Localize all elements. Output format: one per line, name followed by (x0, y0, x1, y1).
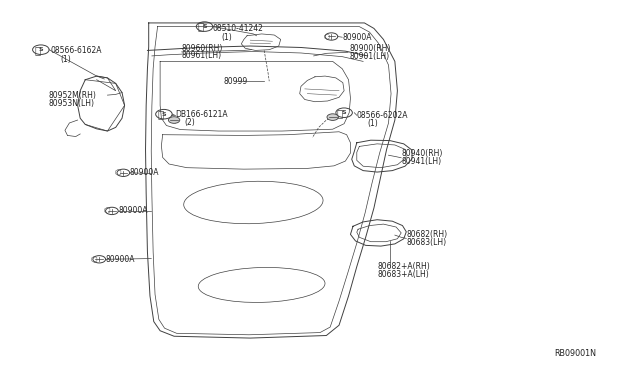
Text: 80682+A(RH): 80682+A(RH) (377, 262, 430, 271)
Text: 80900A: 80900A (342, 33, 372, 42)
Text: 80961(LH): 80961(LH) (182, 51, 222, 60)
Text: ⬡: ⬡ (115, 168, 121, 177)
Circle shape (327, 114, 339, 121)
Text: ⬡: ⬡ (103, 206, 109, 215)
Text: S: S (202, 24, 207, 29)
Text: 80900A: 80900A (118, 206, 148, 215)
Text: S: S (162, 112, 166, 117)
Text: 80901(LH): 80901(LH) (349, 52, 389, 61)
Text: 80900(RH): 80900(RH) (349, 44, 390, 53)
Text: (1): (1) (60, 55, 70, 64)
Text: (2): (2) (184, 118, 195, 128)
Text: 80900A: 80900A (130, 168, 159, 177)
Text: RB09001N: RB09001N (555, 349, 596, 358)
Text: 80960(RH): 80960(RH) (182, 44, 223, 53)
Text: DB166-6121A: DB166-6121A (175, 110, 228, 119)
Text: 08566-6202A: 08566-6202A (356, 111, 408, 120)
Text: ⬡: ⬡ (324, 33, 330, 39)
Text: 80683+A(LH): 80683+A(LH) (377, 270, 429, 279)
Text: 80999: 80999 (223, 77, 248, 86)
Text: ⬡: ⬡ (90, 255, 97, 264)
Text: 08566-6162A: 08566-6162A (51, 46, 102, 55)
Text: (1): (1) (367, 119, 378, 128)
Text: 80683(LH): 80683(LH) (406, 238, 447, 247)
Text: 80682(RH): 80682(RH) (406, 230, 447, 239)
Text: 80900A: 80900A (106, 255, 135, 264)
Text: 08510-41242: 08510-41242 (212, 24, 263, 33)
Text: S: S (342, 110, 346, 115)
Text: S: S (38, 47, 43, 52)
Text: 80953N(LH): 80953N(LH) (49, 99, 95, 108)
Circle shape (168, 117, 180, 124)
Text: Ⓢ: Ⓢ (35, 45, 41, 55)
Text: Ⓢ: Ⓢ (198, 22, 204, 32)
Text: Ⓢ: Ⓢ (337, 108, 343, 118)
Text: 80941(LH): 80941(LH) (401, 157, 442, 166)
Text: 80952M(RH): 80952M(RH) (49, 91, 97, 100)
Text: Ⓢ: Ⓢ (157, 109, 164, 119)
Text: 80940(RH): 80940(RH) (401, 149, 443, 158)
Text: (1): (1) (221, 33, 232, 42)
